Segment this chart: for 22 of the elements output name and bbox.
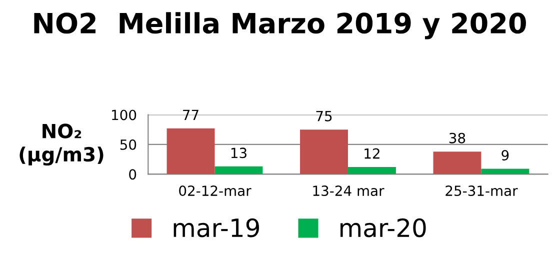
bar: [433, 152, 482, 174]
bar: [348, 167, 396, 174]
data-label: 75: [316, 111, 332, 122]
x-tick-label: 25-31-mar: [446, 186, 518, 196]
legend-label: mar-20: [340, 218, 426, 238]
x-tick-label: 02-12-mar: [179, 186, 252, 196]
data-label: 12: [364, 148, 380, 159]
chart-title: NO2 Melilla Marzo 2019 y 2020: [34, 12, 526, 40]
bar: [300, 130, 348, 174]
bar: [166, 128, 215, 174]
y-tick-label: 50: [120, 139, 136, 150]
data-label: 9: [502, 150, 509, 161]
x-tick-label: 13-24 mar: [313, 186, 384, 196]
y-axis-title: NO₂ (µg/m3): [20, 124, 104, 166]
data-label: 38: [449, 132, 466, 144]
data-label: 13: [231, 148, 246, 158]
legend-label: mar-19: [174, 218, 259, 238]
bar: [481, 168, 530, 174]
data-label: 77: [183, 110, 198, 120]
bar: [214, 166, 263, 174]
y-tick-label: 100: [112, 110, 136, 120]
y-tick-label: 0: [129, 169, 136, 180]
